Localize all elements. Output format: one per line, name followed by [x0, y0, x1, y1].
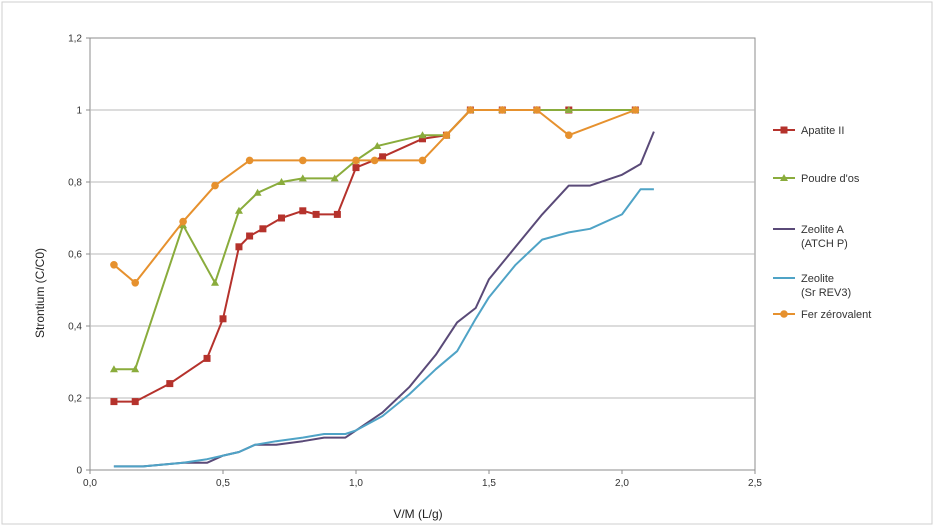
- legend-item-2: Zeolite A (ATCH P): [773, 224, 848, 250]
- data-point: [179, 217, 187, 226]
- data-point: [418, 131, 427, 139]
- legend-label: Poudre d'os: [801, 173, 860, 185]
- y-tick-label: 1,2: [68, 34, 82, 45]
- data-point: [219, 315, 227, 323]
- y-tick-label: 0,2: [68, 394, 82, 405]
- legend-marker: [780, 310, 788, 318]
- x-tick-label: 0,5: [216, 478, 230, 489]
- legend-item-4: Fer zérovalent: [773, 309, 871, 321]
- data-point: [373, 142, 382, 149]
- data-point: [466, 106, 475, 114]
- y-tick-label: 1: [76, 106, 82, 117]
- data-point: [419, 135, 426, 143]
- x-tick-label: 0,0: [83, 478, 97, 489]
- data-point: [352, 164, 360, 172]
- data-point: [166, 380, 174, 388]
- x-tick-label: 2,0: [615, 478, 629, 489]
- data-point: [533, 106, 541, 114]
- data-point: [245, 156, 254, 165]
- data-point: [565, 131, 573, 139]
- legend-item-1: Poudre d'os: [773, 173, 860, 185]
- data-point: [131, 365, 140, 373]
- data-point: [278, 214, 286, 222]
- data-point: [330, 174, 339, 182]
- data-point: [253, 188, 262, 196]
- data-point: [498, 106, 507, 114]
- legend-label: Zeolite A: [801, 224, 844, 236]
- legend-label: Zeolite: [801, 273, 834, 285]
- data-point: [442, 131, 451, 139]
- x-tick-label: 1,0: [349, 478, 363, 489]
- data-point: [234, 206, 243, 214]
- legend-label: Apatite II: [801, 125, 844, 137]
- y-tick-label: 0,8: [68, 178, 82, 189]
- series-3: [113, 188, 654, 468]
- data-point: [418, 156, 427, 165]
- data-point: [211, 278, 220, 286]
- legend-item-0: Apatite II: [773, 125, 844, 137]
- data-point: [299, 156, 307, 165]
- data-point: [203, 354, 211, 362]
- data-point: [333, 210, 341, 218]
- legend-label: Fer zérovalent: [801, 309, 871, 321]
- data-point: [277, 178, 286, 185]
- y-tick-label: 0,6: [68, 250, 82, 261]
- data-point: [235, 243, 243, 251]
- data-point: [379, 153, 387, 161]
- x-axis-title: V/M (L/g): [393, 507, 442, 521]
- data-point: [110, 398, 118, 406]
- data-point: [211, 181, 219, 190]
- data-point: [110, 261, 118, 269]
- data-point: [246, 232, 254, 240]
- x-tick-label: 2,5: [748, 478, 762, 489]
- series-line: [113, 188, 654, 468]
- data-point: [312, 210, 320, 218]
- legend-item-3: Zeolite (Sr REV3): [773, 273, 851, 299]
- x-tick-label: 1,5: [482, 478, 496, 489]
- data-point: [299, 207, 307, 215]
- legend-marker: [780, 174, 788, 181]
- data-point: [370, 156, 379, 165]
- data-point: [631, 106, 640, 114]
- legend-label: (Sr REV3): [801, 287, 851, 299]
- y-tick-label: 0,4: [68, 322, 82, 333]
- data-point: [352, 156, 360, 165]
- data-point: [298, 174, 307, 182]
- legend-label: (ATCH P): [801, 238, 848, 250]
- data-point: [109, 365, 118, 373]
- plot-area: 0 0,2 0,4 0,6 0,8 1 1,2 0,0 0,5 1,0 1,5 2,0 2,5: [68, 34, 762, 490]
- y-axis-title: Strontium (C/C0): [33, 248, 47, 338]
- data-point: [259, 225, 267, 233]
- series-4: [110, 106, 640, 287]
- data-point: [131, 279, 140, 287]
- data-point: [564, 106, 573, 113]
- data-point: [131, 398, 139, 406]
- legend-marker: [780, 126, 788, 134]
- y-tick-label: 0: [76, 466, 82, 477]
